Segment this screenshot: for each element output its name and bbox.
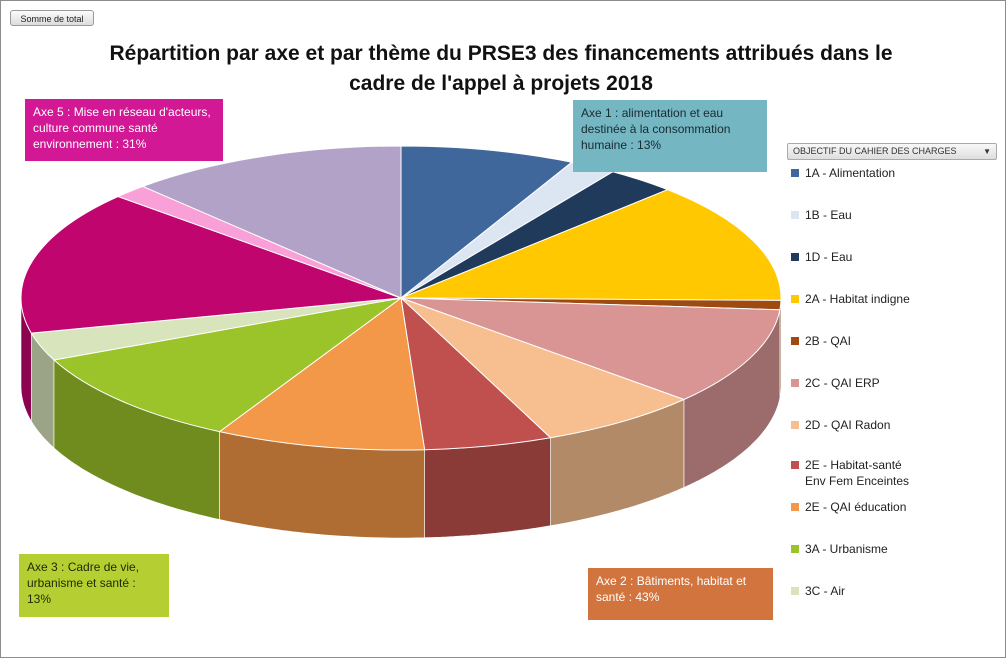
legend-label: 2E - Habitat-santé Env Fem Enceintes [805, 458, 910, 488]
legend-swatch [791, 169, 799, 177]
legend-swatch [791, 295, 799, 303]
legend-label: 2E - QAI éducation [805, 500, 907, 514]
legend-swatch [791, 421, 799, 429]
legend-label: 1A - Alimentation [805, 166, 896, 180]
pie-slice-8[interactable] [218, 297, 426, 451]
pie-slice-9[interactable] [52, 297, 402, 433]
field-button-somme-de-total[interactable]: Somme de total [10, 10, 94, 26]
legend-label: 2B - QAI [805, 334, 852, 348]
pie-slice-5[interactable] [400, 297, 781, 401]
legend-label: 2C - QAI ERP [805, 376, 880, 390]
pie-slice-3[interactable] [400, 189, 782, 301]
legend-swatch [791, 253, 799, 261]
legend-label: 3C - Air [805, 584, 846, 598]
legend-swatch [791, 587, 799, 595]
legend-label: 1B - Eau [805, 208, 852, 222]
legend-label: 2A - Habitat indigne [805, 292, 910, 306]
pie-slice-7[interactable] [400, 296, 552, 451]
pie-slice-0[interactable] [400, 145, 574, 300]
legend-swatch [791, 503, 799, 511]
legend-label: 1D - Eau [805, 250, 853, 264]
legend-swatch [791, 211, 799, 219]
legend-swatch [791, 379, 799, 387]
pie-slice-6[interactable] [400, 297, 686, 439]
callout-axe3: Axe 3 : Cadre de vie, urbanisme et santé… [19, 554, 169, 617]
callout-axe1: Axe 1 : alimentation et eau destinée à l… [573, 100, 767, 172]
pie-slice-11[interactable] [20, 195, 402, 334]
callout-axe2: Axe 2 : Bâtiments, habitat et santé : 43… [588, 568, 773, 620]
chart-title: Répartition par axe et par thème du PRSE… [109, 42, 893, 95]
pie-slice-side-7 [424, 437, 551, 539]
legend-label: 2D - QAI Radon [805, 418, 891, 432]
pie-slice-13[interactable] [141, 145, 402, 299]
legend-filter-label: OBJECTIF DU CAHIER DES CHARGES [793, 146, 957, 156]
legend-swatch [791, 337, 799, 345]
chevron-down-icon: ▼ [983, 147, 991, 156]
legend-filter-dropdown[interactable]: OBJECTIF DU CAHIER DES CHARGES ▼ [787, 143, 997, 160]
legend-swatch [791, 545, 799, 553]
legend-label: 3A - Urbanisme [805, 542, 888, 556]
callout-axe5: Axe 5 : Mise en réseau d'acteurs, cultur… [25, 99, 223, 161]
legend-swatch [791, 461, 799, 469]
